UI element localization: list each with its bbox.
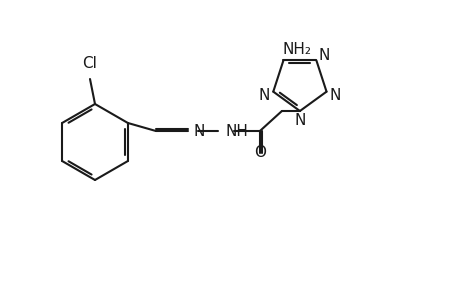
Text: N: N	[258, 88, 269, 103]
Text: N: N	[194, 124, 205, 139]
Text: NH: NH	[225, 124, 248, 139]
Text: Cl: Cl	[82, 56, 97, 71]
Text: N: N	[294, 112, 305, 128]
Text: N: N	[318, 48, 330, 63]
Text: N: N	[329, 88, 341, 103]
Text: O: O	[253, 145, 265, 160]
Text: NH₂: NH₂	[282, 42, 311, 57]
